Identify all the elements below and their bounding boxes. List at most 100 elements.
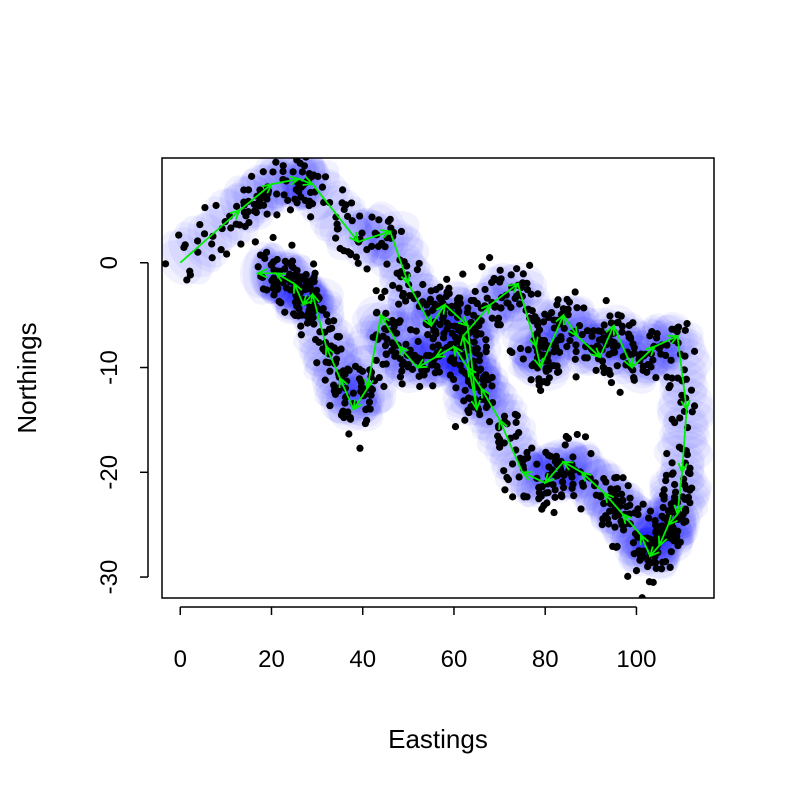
observation-point [364,405,372,413]
observation-point [263,286,271,294]
observation-point [563,343,571,351]
observation-point [478,263,486,271]
x-axis-label: Eastings [388,724,488,754]
observation-point [393,269,401,277]
observation-point [572,341,580,349]
observation-point [397,227,406,236]
observation-point [268,277,276,285]
observation-point [541,310,549,318]
observation-point [416,382,424,391]
observation-point [506,347,514,355]
observation-point [367,391,375,399]
observation-point [619,526,628,534]
observation-point [652,373,660,382]
observation-point [560,324,568,332]
plot-frame [161,157,715,599]
observation-point [660,486,668,494]
observation-point [682,517,690,525]
track-arrow [599,323,615,358]
observation-point [554,296,562,304]
observation-point [481,285,489,294]
observation-point [431,327,440,335]
observation-point [663,373,671,381]
x-tick-label: 40 [349,646,376,673]
observation-point [657,565,666,573]
observation-point [272,158,280,166]
observation-point [233,202,241,210]
observation-point [303,319,312,327]
observation-point [690,347,699,355]
x-tick-label: 20 [258,646,285,673]
observation-point [319,345,327,353]
observation-point [321,376,329,384]
observation-point [310,320,318,328]
observation-point [439,334,448,342]
observation-point [500,467,508,475]
observation-point [262,248,271,256]
observation-point [392,349,400,357]
observation-point [286,206,295,214]
observation-point [662,477,670,485]
track-arrow [298,176,315,186]
observation-point [527,290,535,298]
observation-point [684,468,693,477]
observation-point [326,402,334,410]
observation-point [589,327,598,335]
observation-point [624,572,632,580]
observation-point [328,324,336,332]
observation-point [545,463,553,471]
observation-point [536,386,545,395]
observation-point [399,292,407,300]
observation-point [259,168,267,176]
observation-point [288,257,297,265]
observation-point [566,337,574,345]
observation-point [448,302,456,310]
observation-point [464,394,473,402]
observation-point [605,366,613,375]
observation-point [254,263,262,271]
observation-point [671,488,680,496]
observation-point [307,213,315,221]
track-arrow [543,461,565,485]
observation-point [251,238,259,246]
observation-point [337,411,346,419]
observation-point [365,398,374,406]
observation-point [296,159,304,167]
observation-point [180,243,188,252]
observation-point [358,367,367,375]
observation-point [315,338,323,346]
observation-point [302,158,310,161]
observation-point [423,301,431,309]
observation-point [299,151,306,158]
observation-point [447,309,455,317]
observation-point [627,351,635,359]
observation-point [381,287,389,295]
observation-point [626,501,634,509]
observation-point [602,297,610,305]
observation-point [569,453,577,461]
observation-point [325,359,333,367]
observation-point [681,326,689,334]
y-tick-label: -10 [96,350,123,385]
observation-point [223,250,231,258]
track-arrow [498,418,524,473]
track-arrow [352,387,369,412]
observation-point [269,168,277,176]
observation-point [398,367,406,375]
observation-point [470,327,478,335]
x-tick-label: 60 [441,646,468,673]
observation-point [372,356,380,365]
observation-point [399,358,407,366]
observation-point [396,317,404,325]
observation-point [356,212,364,220]
observation-point [607,319,615,327]
observation-point [583,354,591,362]
observation-point [311,269,319,277]
observation-point [674,527,682,535]
observation-point [372,287,380,295]
observation-point [358,229,366,237]
observation-point [519,270,527,278]
observation-point [396,373,405,381]
observation-point [652,564,660,573]
y-axis: 0 -10 -20 -30 [96,256,149,594]
